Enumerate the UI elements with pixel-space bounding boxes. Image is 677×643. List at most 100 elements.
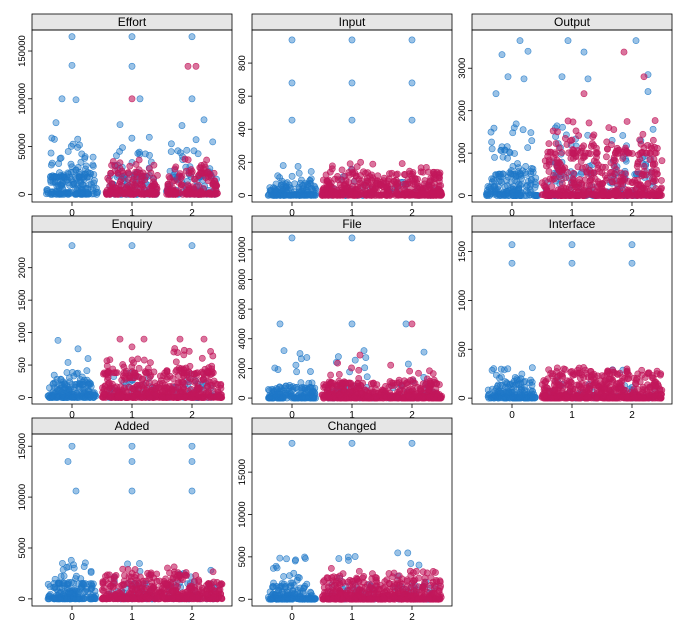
data-point: [146, 134, 152, 140]
data-point: [121, 572, 127, 578]
data-point: [72, 191, 78, 197]
data-point: [54, 592, 60, 598]
data-point: [517, 38, 523, 44]
data-point: [518, 376, 524, 382]
data-point: [330, 380, 336, 386]
data-point: [65, 190, 71, 196]
data-point: [191, 148, 197, 154]
data-point: [399, 160, 405, 166]
data-point: [289, 80, 295, 86]
data-point: [501, 367, 507, 373]
data-point: [552, 150, 558, 156]
data-point: [77, 171, 83, 177]
data-point: [370, 161, 376, 167]
data-point: [395, 395, 401, 401]
data-point: [178, 181, 184, 187]
data-point: [179, 173, 185, 179]
data-point: [189, 243, 195, 249]
data-point: [168, 141, 174, 147]
data-point: [634, 163, 640, 169]
data-point: [283, 181, 289, 187]
data-point: [586, 120, 592, 126]
data-point: [129, 458, 135, 464]
data-point: [133, 572, 139, 578]
data-point: [396, 377, 402, 383]
data-point: [161, 387, 167, 393]
data-point: [74, 371, 80, 377]
data-point: [327, 372, 333, 378]
data-point: [349, 167, 355, 173]
data-point: [624, 148, 630, 154]
data-point: [108, 392, 114, 398]
data-point: [497, 171, 503, 177]
data-point: [129, 443, 135, 449]
data-point: [525, 145, 531, 151]
data-point: [129, 96, 135, 102]
data-point: [57, 155, 63, 161]
data-point: [195, 182, 201, 188]
data-point: [573, 128, 579, 134]
data-point: [600, 393, 606, 399]
data-point: [553, 394, 559, 400]
data-point: [494, 192, 500, 198]
data-point: [616, 380, 622, 386]
data-point: [218, 385, 224, 391]
data-point: [118, 176, 124, 182]
data-point: [637, 150, 643, 156]
data-point: [581, 91, 587, 97]
data-point: [79, 381, 85, 387]
y-tick-label: 500: [17, 357, 28, 373]
data-point: [542, 178, 548, 184]
data-point: [111, 595, 117, 601]
data-point: [629, 242, 635, 248]
data-point: [640, 389, 646, 395]
data-point: [511, 150, 517, 156]
data-point: [653, 185, 659, 191]
data-point: [396, 192, 402, 198]
data-point: [293, 385, 299, 391]
data-point: [185, 63, 191, 69]
data-point: [66, 579, 72, 585]
data-point: [70, 394, 76, 400]
data-point: [69, 34, 75, 40]
data-point: [58, 573, 64, 579]
data-point: [370, 175, 376, 181]
data-point: [409, 235, 415, 241]
data-point: [159, 394, 165, 400]
data-point: [528, 171, 534, 177]
data-point: [151, 162, 157, 168]
data-point: [335, 360, 341, 366]
data-point: [85, 355, 91, 361]
data-point: [491, 178, 497, 184]
data-point: [523, 163, 529, 169]
data-point: [358, 159, 364, 165]
data-point: [587, 182, 593, 188]
data-point: [565, 394, 571, 400]
data-point: [489, 146, 495, 152]
data-point: [51, 372, 57, 378]
data-point: [59, 96, 65, 102]
data-point: [214, 183, 220, 189]
data-point: [576, 193, 582, 199]
data-point: [569, 149, 575, 155]
data-point: [555, 378, 561, 384]
data-point: [599, 164, 605, 170]
y-tick-label: 0: [457, 193, 468, 198]
data-point: [272, 365, 278, 371]
data-point: [581, 49, 587, 55]
data-point: [65, 171, 71, 177]
data-point: [510, 193, 516, 199]
data-point: [498, 147, 504, 153]
data-point: [504, 381, 510, 387]
data-point: [505, 74, 511, 80]
data-point: [172, 345, 178, 351]
data-point: [136, 157, 142, 163]
data-point: [130, 394, 136, 400]
data-point: [370, 380, 376, 386]
data-point: [140, 394, 146, 400]
data-point: [591, 142, 597, 148]
